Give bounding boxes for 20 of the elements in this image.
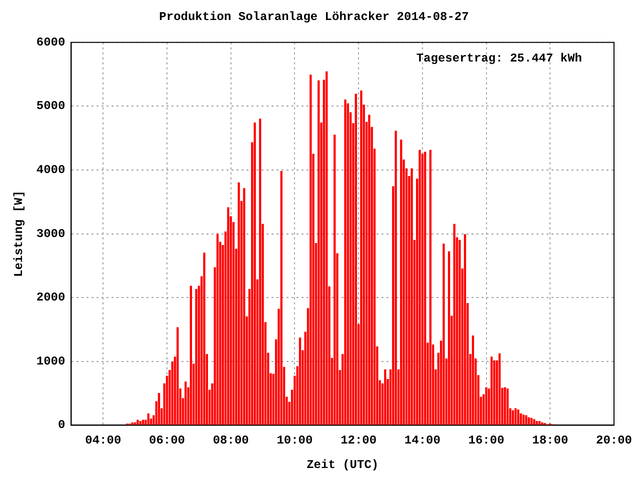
y-tick-label: 4000 [36, 163, 66, 178]
y-tick-label: 2000 [36, 290, 66, 305]
chart-title: Produktion Solaranlage Löhracker 2014-08-27 [159, 10, 469, 24]
y-axis-title: Leistung [W] [12, 190, 26, 278]
y-tick-label: 5000 [36, 99, 66, 114]
x-tick-label: 12:00 [340, 433, 377, 448]
x-tick-label: 10:00 [276, 433, 313, 448]
x-tick-label: 20:00 [596, 433, 632, 448]
x-axis-title: Zeit (UTC) [306, 458, 379, 472]
x-tick-label: 14:00 [404, 433, 440, 448]
annotation: Tagesertrag: 25.447 kWh [416, 51, 582, 66]
y-tick-label: 3000 [36, 226, 66, 241]
x-tick-label: 06:00 [148, 433, 185, 448]
y-tick-label: 0 [58, 418, 66, 432]
y-tick-label: 1000 [36, 354, 66, 368]
x-tick-label: 04:00 [85, 433, 122, 448]
y-tick-label: 6000 [36, 35, 66, 50]
x-tick-label: 18:00 [532, 433, 568, 448]
x-tick-label: 16:00 [468, 433, 504, 448]
x-tick-label: 08:00 [212, 433, 249, 448]
